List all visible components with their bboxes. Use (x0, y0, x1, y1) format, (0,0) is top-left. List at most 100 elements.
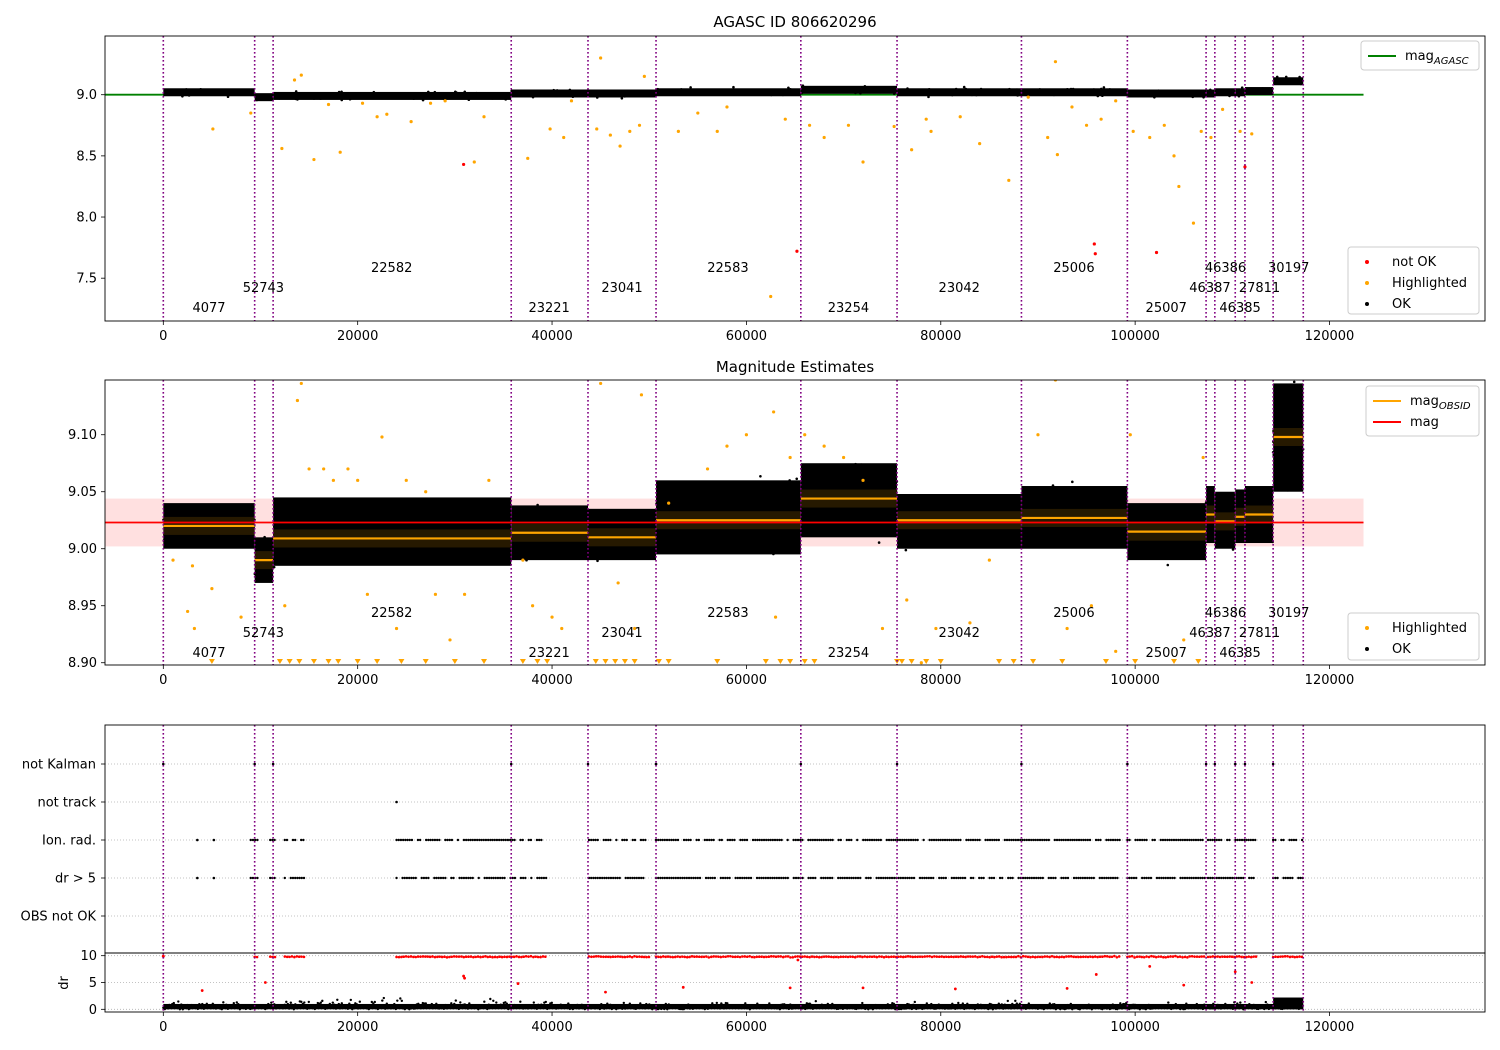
ok-point (1088, 514, 1091, 518)
ok-point (1178, 547, 1181, 550)
dr-ok-point (660, 1007, 663, 1011)
highlighted-point (905, 598, 909, 602)
ok-point (1050, 497, 1053, 501)
ok-point (902, 504, 906, 507)
ok-point (572, 534, 575, 537)
flag-point (289, 876, 292, 880)
flag-point (676, 876, 680, 880)
dr-flagged-point (592, 955, 596, 958)
highlighted-point (822, 444, 826, 448)
flag-point (687, 838, 690, 842)
dr-flagged-point (1202, 955, 1206, 958)
ok-point (946, 537, 949, 541)
ok-point (556, 517, 560, 520)
dr-flagged-point (599, 955, 603, 958)
flag-point (726, 876, 729, 880)
estimates-obsid-label: 27811 (1239, 626, 1280, 641)
ok-point (834, 472, 837, 475)
ok-point (677, 503, 680, 507)
flag-point (420, 876, 423, 880)
agasc-bottom-legend-marker (1365, 281, 1369, 285)
flag-point (1049, 876, 1053, 880)
flag-point (1009, 876, 1012, 880)
ok-point (927, 95, 930, 99)
ok-point (931, 525, 935, 528)
ok-point (999, 538, 1002, 542)
ok-point (300, 94, 303, 98)
flag-point (952, 838, 956, 842)
ok-point (767, 523, 771, 526)
dr-flagged-point (1026, 955, 1030, 959)
ok-point (617, 526, 621, 529)
flag-point (657, 876, 660, 880)
flag-point (1183, 838, 1187, 842)
dr-ok-point (1128, 1007, 1131, 1011)
flag-point (925, 876, 928, 880)
dr-flagged-point (419, 955, 422, 958)
ok-point (903, 535, 906, 538)
ok-point (507, 512, 511, 516)
ok-point (354, 541, 358, 544)
flag-point (1206, 876, 1210, 880)
ok-point (560, 540, 563, 544)
ok-point (789, 513, 792, 517)
dr-flagged-point (288, 955, 291, 959)
flag-point (408, 838, 411, 842)
flag-point (950, 876, 954, 880)
dr-ok-point (1095, 1006, 1098, 1009)
dr-ok-point (492, 999, 495, 1002)
ok-point (316, 508, 319, 511)
flag-point (1038, 838, 1042, 842)
dr-ok-point (172, 1001, 176, 1005)
ok-point (309, 511, 313, 515)
flag-point (416, 838, 420, 842)
ok-point (676, 507, 680, 510)
dr-ok-point (642, 1005, 645, 1008)
dr-ok-point (829, 1006, 833, 1010)
dr-ok-point (495, 1001, 498, 1004)
dr-flagged-point (774, 955, 778, 959)
flag-point (707, 876, 710, 880)
ok-point (978, 516, 982, 519)
ok-point (696, 526, 700, 530)
dr-ok-point (1212, 1002, 1215, 1006)
flag-point (856, 838, 859, 842)
dr-ok-point (999, 1005, 1002, 1009)
dr-ok-point (813, 1005, 816, 1009)
flag-point (696, 876, 700, 880)
dr-flagged-point (825, 955, 828, 958)
dr-ok-point (892, 1002, 896, 1005)
flag-point (1168, 838, 1171, 842)
ok-point (1218, 527, 1222, 531)
ok-point (503, 95, 506, 99)
ok-point (969, 501, 972, 504)
highlighted-point (280, 146, 284, 151)
ok-point (1276, 448, 1279, 451)
dr-ok-point (501, 1005, 504, 1008)
estimates-xtick-label: 80000 (920, 673, 961, 688)
ok-point (973, 527, 976, 531)
ok-point (214, 91, 217, 95)
dr-flagged-point (426, 955, 430, 958)
ok-point (695, 507, 699, 511)
dr-ok-point (831, 1002, 834, 1006)
ok-points-band (1273, 77, 1304, 86)
flag-point (754, 838, 757, 842)
dr-ok-point (381, 999, 384, 1002)
flag-point (654, 838, 658, 842)
flag-point (1217, 876, 1221, 880)
dr-ok-point (336, 998, 339, 1001)
not-ok-point (1154, 250, 1159, 255)
dr-ok-point (513, 1003, 516, 1007)
ok-point (1015, 91, 1018, 95)
dr-flagged-point (1279, 955, 1282, 958)
ok-point (988, 541, 992, 545)
ok-point (1191, 95, 1195, 99)
ok-point (897, 525, 901, 528)
dr-flagged-point (421, 955, 425, 958)
flag-point (1177, 838, 1180, 842)
ok-point (492, 504, 495, 508)
dr-ok-point (886, 1003, 890, 1006)
dr-flagged-point (433, 955, 437, 959)
ok-point (376, 545, 380, 549)
